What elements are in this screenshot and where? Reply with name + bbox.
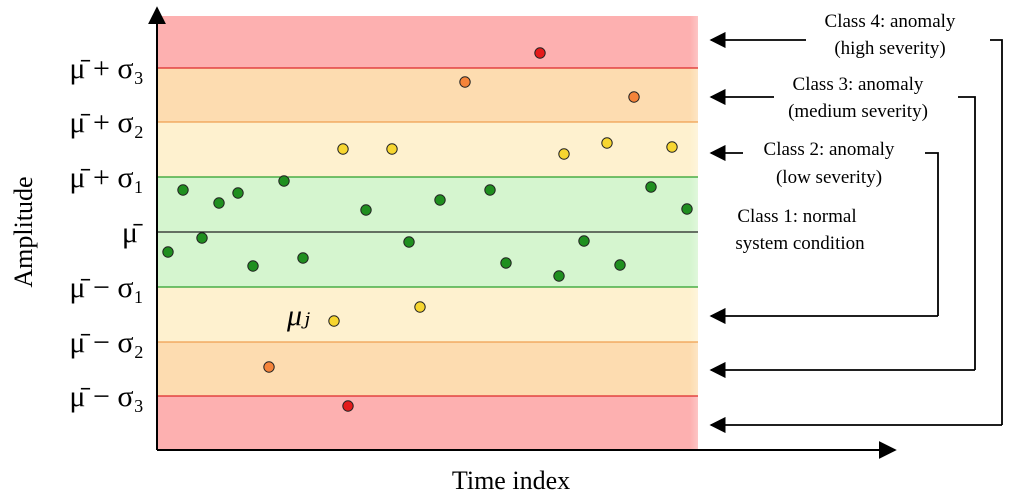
data-point-class2: [337, 143, 349, 155]
data-point-class3: [628, 91, 640, 103]
threshold-label-minus-sigma2: μ̄ − σ₂: [69, 326, 144, 359]
class2-label-line2: (low severity): [776, 167, 882, 188]
class1-label-line1: Class 1: normal: [737, 206, 856, 227]
class4-label-line1: Class 4: anomaly: [825, 11, 956, 32]
band-class3-bottom: [157, 342, 698, 396]
class2-label-line1: Class 2: anomaly: [764, 139, 895, 160]
class3-connector: [958, 96, 976, 370]
point-label-mu-j: μⱼ: [286, 299, 310, 332]
class3-label-line2: (medium severity): [788, 101, 928, 122]
class4-label-line2: (high severity): [834, 38, 945, 59]
data-point-class2: [601, 137, 613, 149]
data-point-class4: [534, 47, 546, 59]
y-axis-title: Amplitude: [9, 176, 38, 287]
data-point-class1: [434, 194, 446, 206]
data-point-class1: [500, 257, 512, 269]
data-point-class2: [666, 141, 678, 153]
threshold-label-plus-sigma3: μ̄ + σ₃: [69, 52, 144, 85]
data-point-class1: [578, 235, 590, 247]
band-class2-bottom: [157, 287, 698, 342]
class1-label-line2: system condition: [735, 233, 865, 254]
data-point-class3: [459, 76, 471, 88]
band-class3-top: [157, 68, 698, 122]
data-point-class2: [328, 315, 340, 327]
x-axis-title: Time index: [452, 466, 570, 495]
class-connectors: [709, 31, 1003, 434]
data-point-class1: [553, 270, 565, 282]
threshold-label-plus-sigma2: μ̄ + σ₂: [69, 106, 144, 139]
class2-connector: [925, 152, 939, 316]
class-annotations: Class 4: anomaly (high severity) Class 3…: [735, 11, 956, 254]
band-fade: [690, 16, 720, 450]
data-point-class4: [342, 400, 354, 412]
data-points: [162, 47, 693, 412]
class3-label-line1: Class 3: anomaly: [793, 74, 924, 95]
data-point-class2: [558, 148, 570, 160]
data-point-class1: [484, 184, 496, 196]
band-class2-top: [157, 122, 698, 177]
data-point-class1: [162, 246, 174, 258]
severity-bands: [157, 16, 720, 450]
data-point-class1: [297, 252, 309, 264]
data-point-class1: [645, 181, 657, 193]
data-point-class1: [403, 236, 415, 248]
data-point-class1: [360, 204, 372, 216]
data-point-class1: [681, 203, 693, 215]
data-point-class2: [414, 301, 426, 313]
band-class4-bottom: [157, 396, 698, 450]
threshold-lines: [157, 67, 698, 397]
data-point-class1: [614, 259, 626, 271]
data-point-class1: [177, 184, 189, 196]
data-point-class2: [386, 143, 398, 155]
band-class4-top: [157, 16, 698, 68]
data-point-class1: [196, 232, 208, 244]
data-point-class1: [247, 260, 259, 272]
threshold-label-minus-sigma3: μ̄ − σ₃: [69, 380, 144, 413]
data-point-class3: [263, 361, 275, 373]
threshold-label-plus-sigma1: μ̄ + σ₁: [69, 161, 144, 194]
threshold-label-mean: μ̄: [122, 216, 143, 249]
data-point-class1: [213, 197, 225, 209]
axes: [148, 6, 897, 459]
threshold-label-minus-sigma1: μ̄ − σ₁: [69, 271, 144, 304]
class4-connector-top: [990, 39, 1003, 425]
threshold-labels: μ̄ + σ₃ μ̄ + σ₂ μ̄ + σ₁ μ̄ μ̄ − σ₁ μ̄ − …: [69, 52, 144, 413]
data-point-class1: [232, 187, 244, 199]
data-point-class1: [278, 175, 290, 187]
